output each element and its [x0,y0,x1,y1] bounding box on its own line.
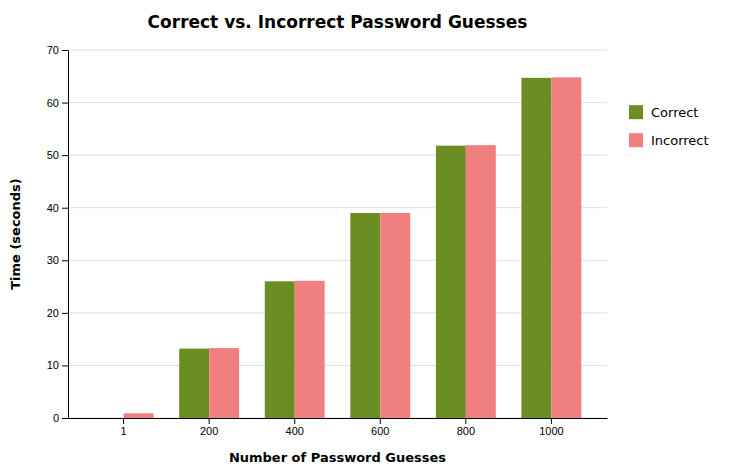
tick-mark [294,418,295,424]
tick: 800 [457,418,475,437]
axis-line [68,51,69,419]
tick-label: 10 [47,359,59,371]
tick-mark [209,418,210,424]
grid [68,50,607,418]
tick: 1000 [539,418,563,437]
bars [124,77,582,418]
tick-label: 50 [47,149,59,161]
bar [521,78,551,418]
bar [295,281,325,418]
tick-label: 0 [53,412,59,424]
tick: 20 [47,307,68,319]
legend-label: Correct [651,105,698,120]
tick-label: 200 [200,425,218,437]
tick: 200 [200,418,218,437]
tick: 30 [47,254,68,266]
tick-label: 60 [47,97,59,109]
tick-mark [62,155,68,156]
tick-mark [465,418,466,424]
tick: 0 [53,412,68,424]
bar [466,145,496,418]
tick-mark [62,208,68,209]
legend-swatch [629,105,643,119]
tick-mark [123,418,124,424]
tick-mark [62,365,68,366]
bar [94,418,124,419]
tick-mark [62,313,68,314]
tick-label: 30 [47,254,59,266]
tick: 1 [121,418,127,437]
bar [209,348,239,418]
bar [265,281,295,418]
plot: 1 200 400 600 800 1000 0 10 20 30 40 50 60 70 [47,44,608,437]
y-axis-title: Time (seconds) [8,178,23,290]
bar [551,77,581,418]
tick-label: 1 [121,425,127,437]
bar-series [179,78,551,418]
tick-label: 1000 [539,425,563,437]
tick-label: 70 [47,44,59,56]
bar [380,213,410,418]
chart: 1 200 400 600 800 1000 0 10 20 30 40 50 60 70 Correct … [0,0,747,476]
tick-mark [62,103,68,104]
tick-label: 400 [286,425,304,437]
tick-label: 600 [371,425,389,437]
bar [436,146,466,418]
tick-mark [62,260,68,261]
tick-label: 20 [47,307,59,319]
tick: 70 [47,44,68,56]
tick: 600 [371,418,389,437]
x-axis: 1 200 400 600 800 1000 [69,418,608,437]
legend-item: Correct [629,105,698,120]
bar [124,413,154,418]
bar [350,213,380,418]
x-axis-title: Number of Password Guesses [229,450,446,465]
legend: Correct Incorrect [629,105,709,148]
tick: 50 [47,149,68,161]
tick-label: 800 [457,425,475,437]
title: Correct vs. Incorrect Password Guesses [148,12,528,32]
tick-label: 40 [47,202,59,214]
y-axis: 0 10 20 30 40 50 60 70 [47,44,69,424]
tick: 60 [47,97,68,109]
tick-mark [62,50,68,51]
bar [179,349,209,418]
grid-line [68,50,607,51]
tick: 400 [286,418,304,437]
tick-mark [380,418,381,424]
tick: 10 [47,359,68,371]
tick-mark [551,418,552,424]
tick-mark [62,418,68,419]
bar-series [124,77,582,418]
legend-item: Incorrect [629,133,709,148]
legend-swatch [629,133,643,147]
tick: 40 [47,202,68,214]
axis-line [69,418,608,419]
legend-label: Incorrect [651,133,709,148]
